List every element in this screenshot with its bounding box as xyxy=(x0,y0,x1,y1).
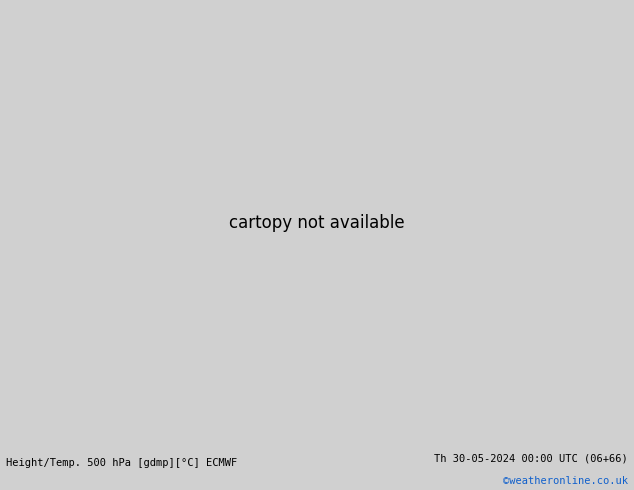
Text: Th 30-05-2024 00:00 UTC (06+66): Th 30-05-2024 00:00 UTC (06+66) xyxy=(434,453,628,463)
Text: cartopy not available: cartopy not available xyxy=(229,214,405,232)
Text: Height/Temp. 500 hPa [gdmp][°C] ECMWF: Height/Temp. 500 hPa [gdmp][°C] ECMWF xyxy=(6,458,238,468)
Text: ©weatheronline.co.uk: ©weatheronline.co.uk xyxy=(503,476,628,486)
